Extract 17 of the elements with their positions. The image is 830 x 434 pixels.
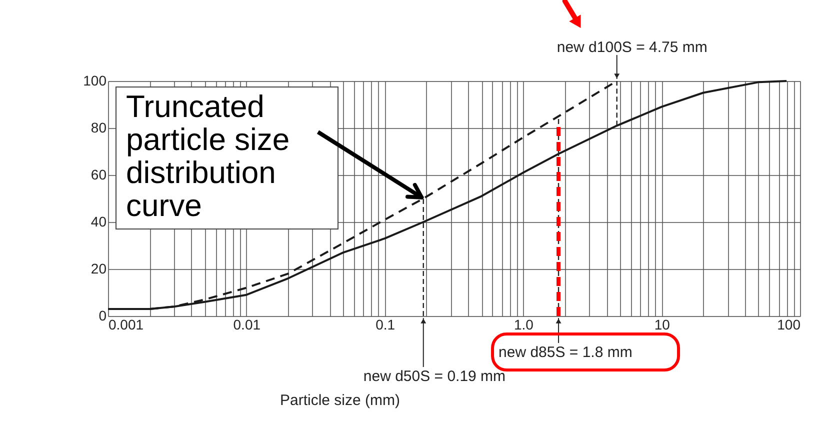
y-tick-label: 100 bbox=[83, 72, 107, 88]
x-tick-label: 0.01 bbox=[233, 316, 261, 332]
annotation: new d85S = 1.8 mm bbox=[498, 344, 632, 361]
y-tick-label: 80 bbox=[90, 120, 107, 136]
y-tick-label: 20 bbox=[90, 260, 107, 276]
x-axis-title: Particle size (mm) bbox=[280, 392, 400, 409]
x-tick-label: 0.001 bbox=[108, 316, 144, 332]
x-tick-label: 100 bbox=[777, 316, 801, 332]
x-tick-label: 0.1 bbox=[376, 316, 396, 332]
annotation: Truncated particle size distribution curve bbox=[126, 89, 290, 223]
annotation: new d50S = 0.19 mm bbox=[363, 368, 506, 385]
x-tick-label: 10 bbox=[654, 316, 670, 332]
x-tick-label: 1.0 bbox=[514, 316, 534, 332]
y-tick-label: 40 bbox=[90, 214, 107, 230]
annotation: new d100S = 4.75 mm bbox=[556, 39, 708, 56]
y-tick-label: 0 bbox=[98, 308, 107, 324]
y-tick-label: 60 bbox=[90, 166, 107, 182]
